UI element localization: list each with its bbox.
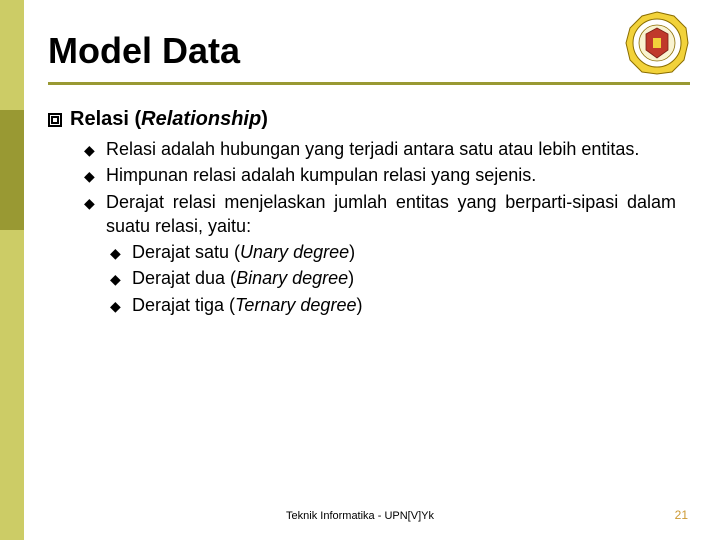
diamond-bullet-icon: ◆ bbox=[110, 270, 124, 294]
body-list: ◆ Relasi adalah hubungan yang terjadi an… bbox=[84, 137, 676, 317]
heading-row: Relasi (Relationship) bbox=[48, 108, 676, 131]
heading-paren-close: ) bbox=[261, 108, 268, 130]
list-item: ◆ Relasi adalah hubungan yang terjadi an… bbox=[84, 137, 676, 161]
sub-italic: Binary degree bbox=[236, 268, 348, 288]
diamond-bullet-icon: ◆ bbox=[84, 167, 98, 191]
sub-close: ) bbox=[356, 295, 362, 315]
sub-close: ) bbox=[348, 268, 354, 288]
sub-item-text: Derajat dua (Binary degree) bbox=[132, 266, 676, 290]
footer-text: Teknik Informatika - UPN[V]Yk bbox=[0, 510, 720, 522]
sub-list-item: ◆ Derajat tiga (Ternary degree) bbox=[110, 293, 676, 317]
sub-list: ◆ Derajat satu (Unary degree) ◆ Derajat … bbox=[110, 240, 676, 317]
heading-italic: Relationship bbox=[141, 108, 261, 130]
content: Relasi (Relationship) ◆ Relasi adalah hu… bbox=[48, 108, 676, 319]
sub-list-item: ◆ Derajat satu (Unary degree) bbox=[110, 240, 676, 264]
heading-label: Relasi bbox=[70, 108, 129, 130]
sub-label: Derajat dua ( bbox=[132, 268, 236, 288]
sub-item-text: Derajat tiga (Ternary degree) bbox=[132, 293, 676, 317]
stripe bbox=[0, 230, 24, 540]
square-bullet-icon bbox=[48, 113, 62, 127]
diamond-bullet-icon: ◆ bbox=[110, 297, 124, 321]
university-logo bbox=[624, 10, 690, 76]
diamond-bullet-icon: ◆ bbox=[84, 194, 98, 243]
sub-list-item: ◆ Derajat dua (Binary degree) bbox=[110, 266, 676, 290]
sub-italic: Ternary degree bbox=[235, 295, 356, 315]
list-item-text: Himpunan relasi adalah kumpulan relasi y… bbox=[106, 163, 676, 187]
sidebar-stripes bbox=[0, 0, 24, 540]
diamond-bullet-icon: ◆ bbox=[110, 244, 124, 268]
page-number: 21 bbox=[675, 508, 688, 522]
sub-close: ) bbox=[349, 242, 355, 262]
sub-label: Derajat tiga ( bbox=[132, 295, 235, 315]
list-item: ◆ Himpunan relasi adalah kumpulan relasi… bbox=[84, 163, 676, 187]
diamond-bullet-icon: ◆ bbox=[84, 141, 98, 165]
sub-label: Derajat satu ( bbox=[132, 242, 240, 262]
title-underline bbox=[48, 82, 690, 85]
stripe bbox=[0, 0, 24, 110]
list-item: ◆ Derajat relasi menjelaskan jumlah enti… bbox=[84, 190, 676, 239]
sub-item-text: Derajat satu (Unary degree) bbox=[132, 240, 676, 264]
sub-italic: Unary degree bbox=[240, 242, 349, 262]
page-title: Model Data bbox=[48, 30, 240, 72]
heading-text: Relasi (Relationship) bbox=[70, 108, 268, 131]
stripe bbox=[0, 110, 24, 230]
list-item-text: Derajat relasi menjelaskan jumlah entita… bbox=[106, 190, 676, 239]
list-item-text: Relasi adalah hubungan yang terjadi anta… bbox=[106, 137, 676, 161]
